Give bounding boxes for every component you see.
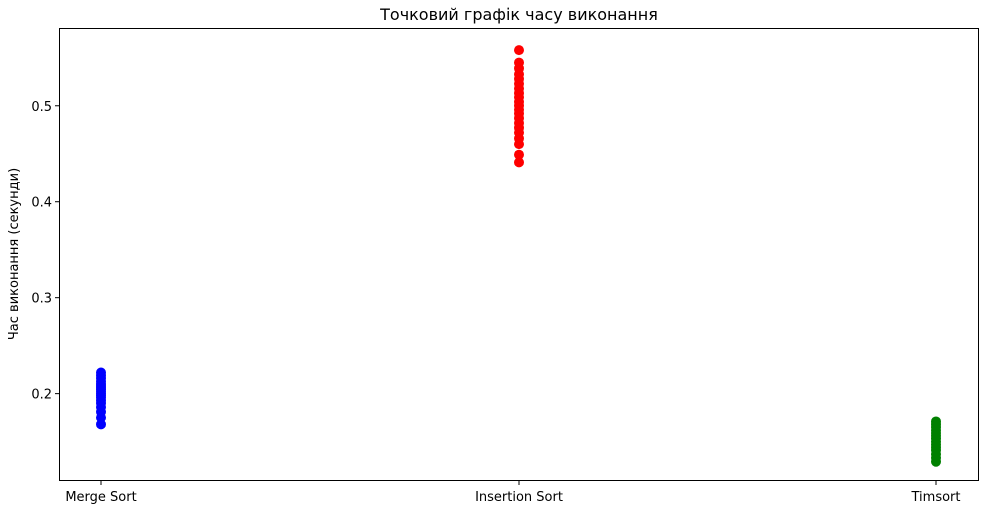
x-axis-ticks: Merge Sort Insertion Sort Timsort [65, 480, 961, 505]
points-layer [96, 45, 941, 467]
plot-area [59, 28, 979, 481]
x-tick-label: Insertion Sort [475, 490, 563, 505]
data-point [514, 57, 524, 68]
y-axis-ticks: 0.2 0.3 0.4 0.5 [31, 100, 60, 403]
x-tick-label: Merge Sort [65, 490, 136, 505]
data-point [514, 157, 524, 168]
data-point [514, 45, 524, 56]
data-point [96, 367, 106, 378]
y-tick-label: 0.3 [31, 292, 52, 307]
y-tick-label: 0.2 [31, 388, 52, 403]
y-axis-label: Час виконання (секунди) [7, 168, 22, 340]
data-point [514, 149, 524, 160]
x-tick-label: Timsort [911, 490, 961, 505]
chart-title: Точковий графік часу виконання [379, 5, 658, 24]
y-tick-label: 0.5 [31, 100, 52, 115]
y-tick-label: 0.4 [31, 196, 52, 211]
data-point [931, 416, 941, 427]
